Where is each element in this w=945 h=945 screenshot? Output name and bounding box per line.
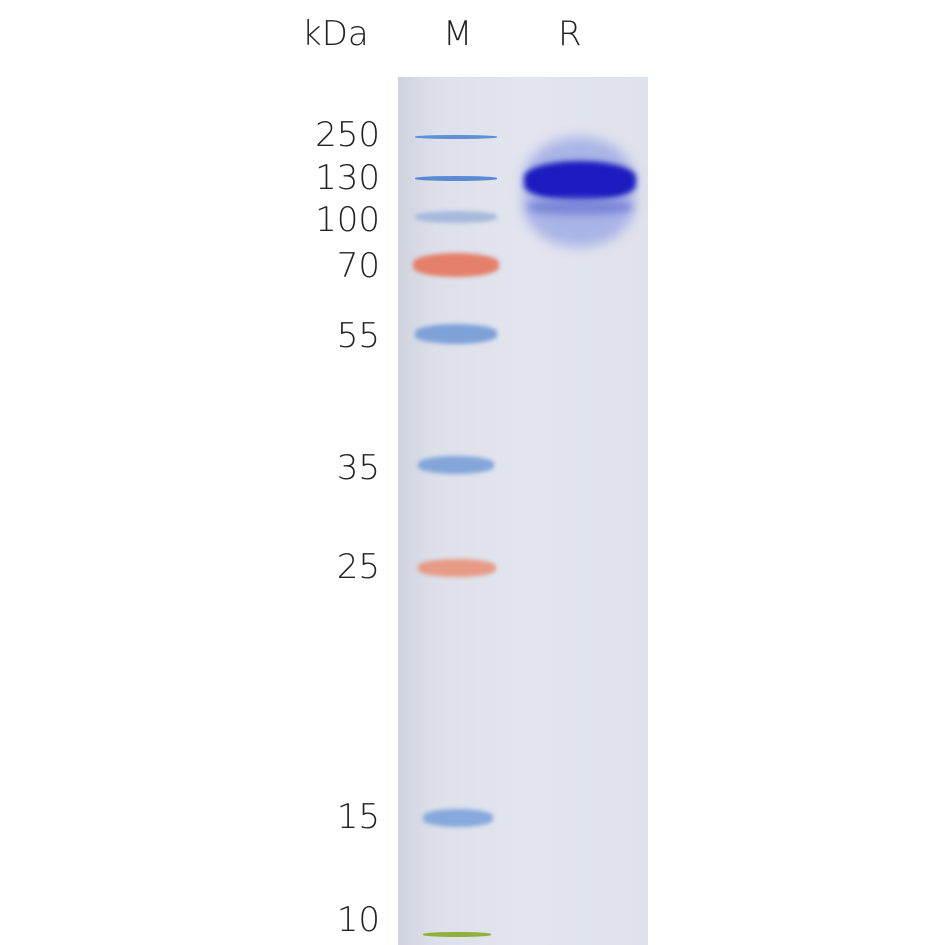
marker-band-70 bbox=[413, 253, 499, 277]
mw-label-35: 35 bbox=[336, 448, 380, 488]
mw-label-130: 130 bbox=[315, 158, 380, 198]
marker-band-35 bbox=[418, 456, 494, 474]
mw-label-55: 55 bbox=[336, 316, 380, 356]
marker-band-100 bbox=[415, 211, 497, 223]
lane-label-marker: M bbox=[443, 14, 473, 54]
sample-band-main bbox=[524, 161, 636, 201]
mw-label-10: 10 bbox=[336, 900, 380, 940]
marker-band-15 bbox=[423, 809, 493, 827]
mw-label-250: 250 bbox=[315, 115, 380, 155]
marker-band-55 bbox=[415, 324, 497, 344]
marker-band-130 bbox=[415, 176, 497, 181]
mw-label-15: 15 bbox=[336, 797, 380, 837]
mw-label-100: 100 bbox=[315, 200, 380, 240]
sample-band-lower bbox=[528, 199, 632, 215]
unit-label: kDa bbox=[302, 14, 369, 54]
gel-image bbox=[398, 77, 648, 945]
marker-band-25 bbox=[418, 559, 496, 577]
marker-band-250 bbox=[415, 135, 497, 139]
marker-band-10 bbox=[423, 932, 491, 937]
mw-label-25: 25 bbox=[336, 547, 380, 587]
lane-label-sample: R bbox=[558, 14, 582, 54]
mw-label-70: 70 bbox=[336, 246, 380, 286]
